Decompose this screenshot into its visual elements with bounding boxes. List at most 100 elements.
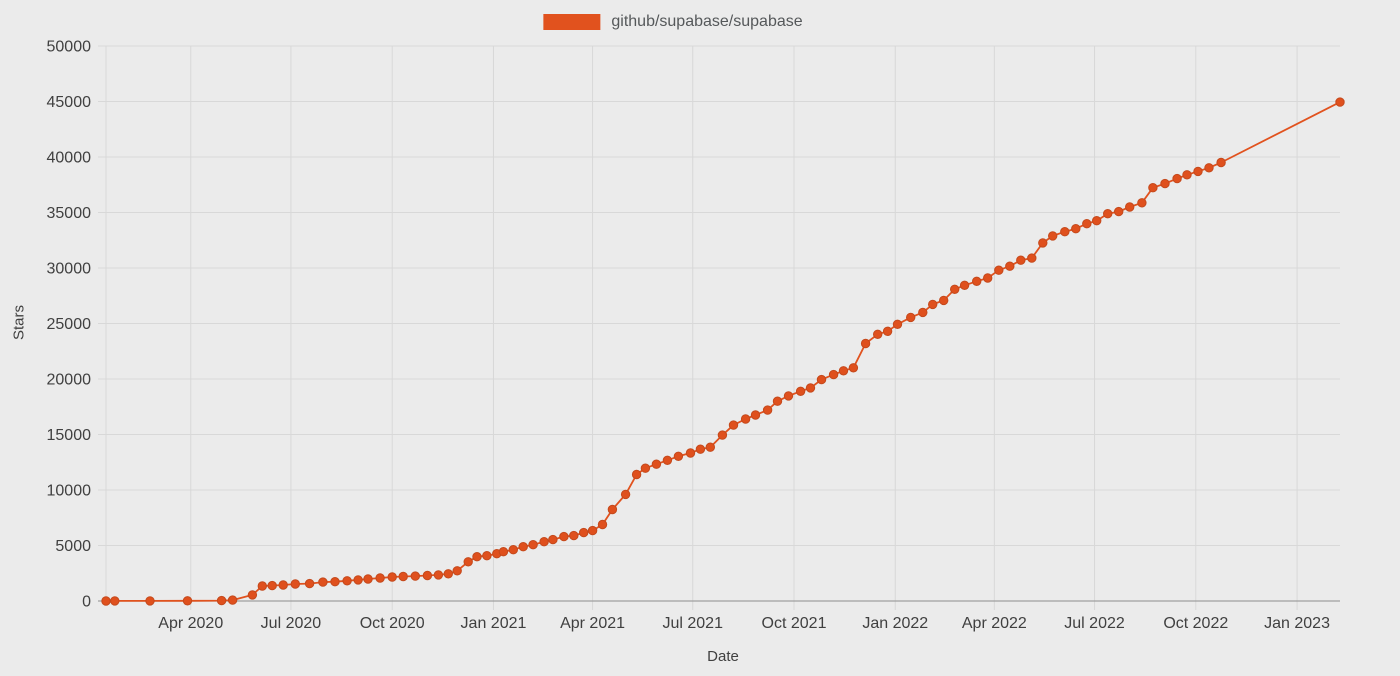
data-point-dot [918, 307, 928, 318]
data-point-dot [597, 519, 608, 530]
data-point-dot [805, 383, 816, 393]
chart-legend[interactable]: github/supabase/supabase [543, 13, 803, 31]
x-tick-label: Jan 2021 [461, 615, 527, 632]
data-point-dot [860, 338, 871, 349]
data-point-dot [994, 265, 1004, 275]
data-point-dot [330, 577, 340, 587]
data-point-dot [828, 369, 839, 380]
data-point-dot [950, 284, 960, 294]
data-point-dot [972, 276, 982, 286]
data-point-dot [304, 578, 315, 589]
y-axis-title: Stars [10, 305, 28, 341]
data-point-dot [528, 540, 538, 550]
data-point-dot [182, 596, 193, 606]
data-point-dot [579, 527, 589, 538]
x-tick-label: Apr 2022 [962, 615, 1027, 632]
data-point-dot [216, 595, 227, 606]
data-point-dot [398, 571, 408, 582]
data-point-dot [539, 537, 549, 547]
data-point-dot [783, 391, 794, 401]
gridlines [98, 45, 1340, 610]
data-point-dot [717, 430, 728, 440]
data-point-dot [705, 442, 715, 452]
data-point-dot [433, 570, 444, 580]
data-point-dot [772, 396, 783, 406]
x-tick-label: Jan 2022 [862, 615, 928, 632]
data-point-dot [508, 545, 518, 555]
data-point-dot [559, 531, 569, 542]
y-tick-label: 35000 [47, 205, 92, 222]
data-point-dot [387, 572, 397, 582]
x-tick-label: Jul 2020 [261, 615, 322, 632]
data-point-dot [762, 405, 773, 415]
data-point-dot [651, 459, 662, 469]
data-point-dot [257, 581, 267, 591]
data-point-dot [939, 295, 949, 306]
y-tick-label: 45000 [47, 94, 92, 111]
data-point-dot [342, 576, 352, 586]
data-point-dot [318, 577, 328, 587]
data-point-dot [882, 326, 893, 336]
data-point-dot [101, 596, 111, 606]
data-point-dot [1092, 216, 1102, 226]
data-point-dot [1005, 261, 1015, 271]
x-tick-label: Oct 2021 [762, 615, 827, 632]
data-point-dot [1148, 183, 1158, 193]
data-point-dot [410, 571, 420, 581]
y-tick-label: 0 [82, 594, 91, 611]
data-point-dot [498, 547, 509, 557]
data-point-dot [928, 299, 938, 310]
x-axis-title: Date [707, 648, 739, 665]
data-point-dot [959, 280, 970, 290]
x-tick-label: Oct 2020 [360, 615, 425, 632]
data-point-dot [227, 595, 238, 605]
data-point-dot [892, 319, 903, 329]
data-point-dot [452, 566, 462, 576]
data-point-dot [1216, 157, 1226, 168]
x-tick-label: Jul 2022 [1064, 615, 1125, 632]
legend-color-swatch [543, 14, 601, 30]
data-point-dot [472, 552, 482, 562]
y-tick-label: 25000 [47, 316, 92, 333]
data-point-dot [375, 573, 385, 583]
data-point-dot [838, 366, 849, 376]
y-tick-label: 10000 [47, 483, 92, 500]
data-point-dot [1060, 227, 1070, 237]
data-point-dot [1125, 202, 1135, 212]
data-point-dot [1114, 206, 1124, 217]
data-point-dot [422, 570, 433, 581]
y-tick-label: 30000 [47, 261, 92, 278]
data-point-dot [1172, 173, 1182, 184]
data-point-dot [1048, 231, 1058, 241]
data-point-dot [740, 414, 751, 424]
y-tick-label: 5000 [55, 538, 91, 555]
x-tick-label: Jan 2023 [1264, 615, 1330, 632]
data-point-dot [816, 374, 827, 385]
data-point-dot [267, 580, 277, 591]
data-point-dot [1016, 255, 1026, 265]
data-point-dot [1071, 224, 1081, 234]
data-point-dot [1027, 253, 1037, 263]
legend-series-label: github/supabase/supabase [611, 13, 803, 30]
y-tick-label: 15000 [47, 427, 92, 444]
data-point-dot [983, 273, 993, 283]
data-point-dot [1137, 198, 1147, 208]
data-point-dot [353, 575, 363, 585]
data-point-dot [728, 420, 739, 430]
data-point-dot [620, 489, 631, 500]
data-point-dot [290, 579, 300, 589]
data-point-dot [685, 448, 696, 458]
x-tick-label: Apr 2021 [560, 615, 625, 632]
data-point-dot [247, 590, 258, 600]
y-tick-label: 50000 [47, 39, 92, 56]
data-point-dot [1182, 170, 1192, 180]
data-point-dot [518, 542, 528, 552]
data-point-dot [750, 410, 761, 420]
data-point-dot [278, 580, 288, 590]
data-point-dot [873, 329, 883, 339]
data-point-dot [443, 569, 453, 579]
tick-labels: 0 5000 10000 15000 20000 25000 30000 35000 40000… [47, 39, 1331, 633]
data-point-dot [673, 451, 684, 461]
